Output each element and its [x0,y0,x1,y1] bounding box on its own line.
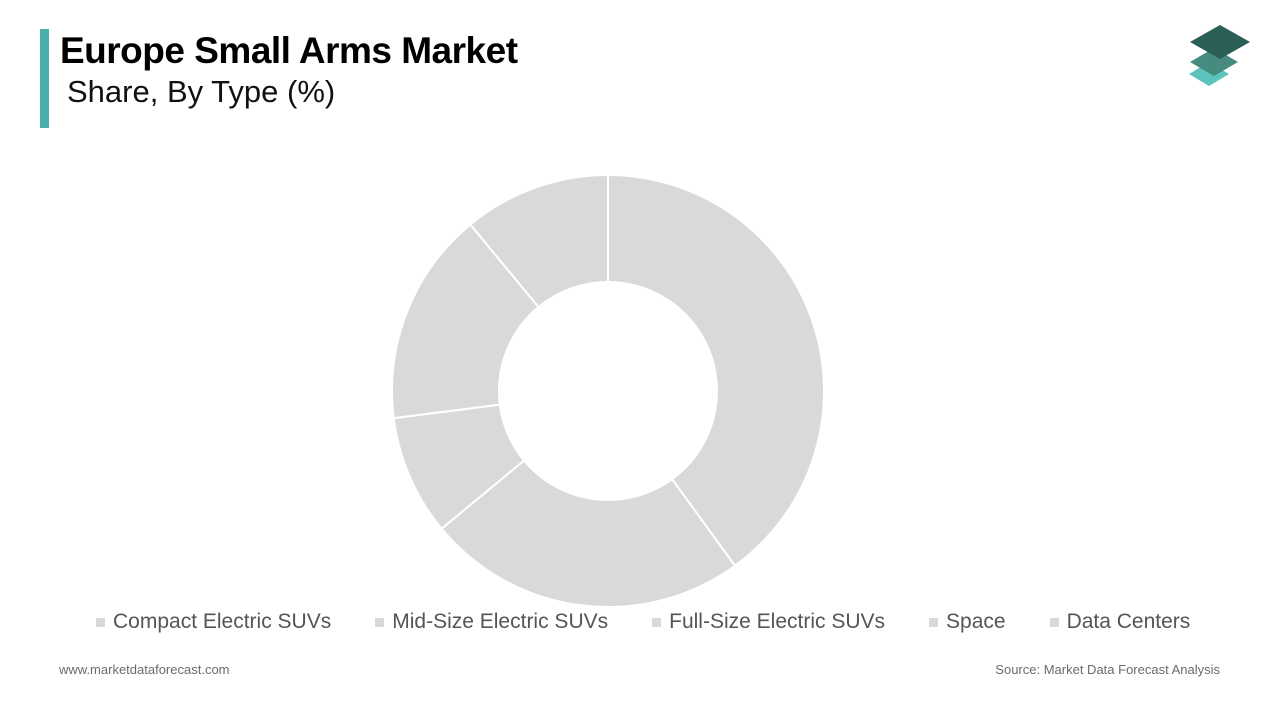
page-title: Europe Small Arms Market [60,30,518,71]
donut-slices [391,173,825,608]
legend-swatch [1049,617,1059,627]
legend-swatch [929,617,939,627]
donut-slice-mid-size-electric-suvs [440,459,737,608]
page-subtitle: Share, By Type (%) [67,74,336,109]
legend-item: Data Centers [1049,610,1191,634]
legend-item: Space [929,610,1006,634]
legend-swatch [375,617,385,627]
legend-label: Full-Size Electric SUVs [669,610,886,633]
footer-source: Source: Market Data Forecast Analysis [995,662,1220,677]
legend-item: Mid-Size Electric SUVs [375,610,608,634]
legend-item: Full-Size Electric SUVs [652,610,885,634]
legend-swatch [96,617,105,627]
footer-website: www.marketdataforecast.com [59,662,230,677]
legend-item: Compact Electric SUVs [96,610,331,634]
legend-label: Space [946,610,1006,633]
legend-label: Mid-Size Electric SUVs [392,610,609,633]
donut-slice-data-centers [468,173,609,309]
legend-label: Data Centers [1066,610,1191,633]
donut-slice-space [391,223,540,420]
stacked-layers-icon [1189,25,1250,86]
logo-layer-top [1190,25,1250,59]
legend-swatch [652,617,662,627]
accent-bar [40,29,49,128]
donut-slice-compact-electric-suvs [607,173,825,568]
chart-legend: Compact Electric SUVs Mid-Size Electric S… [96,608,1190,636]
legend-label: Compact Electric SUVs [113,610,332,633]
